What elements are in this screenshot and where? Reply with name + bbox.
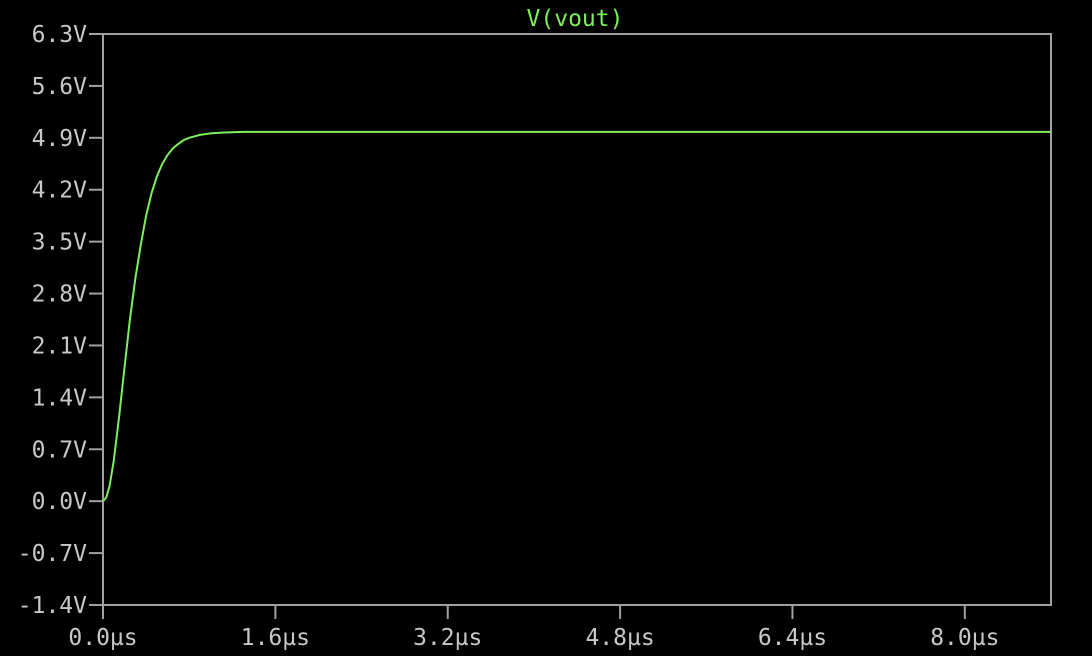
x-tick-label: 3.2µs [413, 625, 482, 651]
x-tick-label: 0.0µs [68, 625, 137, 651]
y-tick-label: 0.0V [32, 489, 88, 515]
y-tick-label: 2.1V [32, 333, 88, 359]
x-tick-label: 1.6µs [241, 625, 310, 651]
y-tick-label: 3.5V [32, 230, 88, 256]
y-axis: 6.3V 5.6V 4.9V 4.2V 3.5V 2.8V 2.1V 1.4V 0.7V 0.0V… [18, 22, 103, 619]
plot-frame [102, 33, 1052, 606]
y-tick-label: 2.8V [32, 282, 88, 308]
y-tick-label: 5.6V [32, 74, 88, 100]
x-axis: 0.0µs 1.6µs 3.2µs 4.8µs 6.4µs 8.0µs [68, 605, 999, 651]
chart-title: V(vout) [527, 6, 624, 32]
x-tick-label: 4.8µs [585, 625, 654, 651]
x-tick-label: 8.0µs [930, 625, 999, 651]
y-tick-label: 1.4V [32, 385, 88, 411]
y-tick-label: -1.4V [18, 593, 87, 619]
x-tick-label: 6.4µs [758, 625, 827, 651]
y-tick-label: 4.2V [32, 178, 88, 204]
y-tick-label: 4.9V [32, 126, 88, 152]
series-line-vout[interactable] [102, 130, 1051, 502]
y-tick-label: 0.7V [32, 437, 88, 463]
y-tick-label: 6.3V [32, 22, 88, 48]
y-tick-label: -0.7V [18, 541, 87, 567]
